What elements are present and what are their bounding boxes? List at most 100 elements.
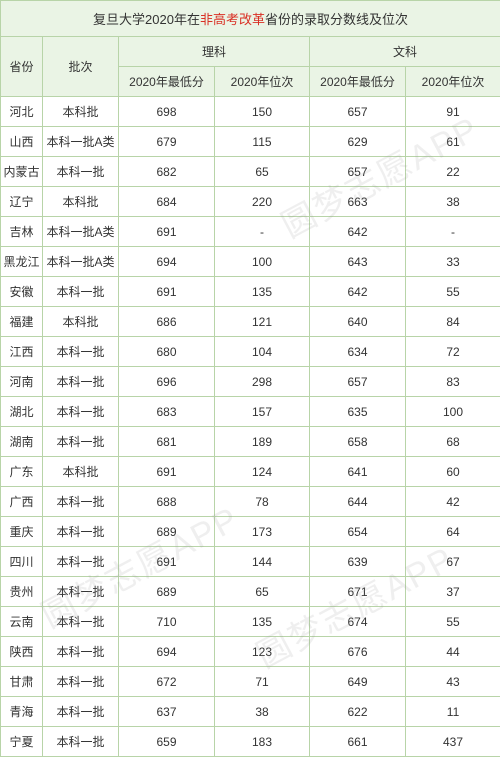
table-row: 黑龙江本科一批A类69410064333 <box>1 247 500 277</box>
cell-province: 湖南 <box>1 427 43 457</box>
cell-sci_rank: 157 <box>215 397 310 427</box>
cell-batch: 本科一批 <box>43 277 119 307</box>
header-art-rank: 2020年位次 <box>406 67 500 97</box>
cell-art_rank: 55 <box>406 607 500 637</box>
table-row: 吉林本科一批A类691-642- <box>1 217 500 247</box>
cell-art_score: 654 <box>310 517 406 547</box>
cell-batch: 本科一批 <box>43 427 119 457</box>
header-province: 省份 <box>1 37 43 97</box>
cell-art_rank: 44 <box>406 637 500 667</box>
cell-province: 山西 <box>1 127 43 157</box>
table-row: 甘肃本科一批6727164943 <box>1 667 500 697</box>
cell-batch: 本科批 <box>43 457 119 487</box>
table-row: 辽宁本科批68422066338 <box>1 187 500 217</box>
table-row: 河南本科一批69629865783 <box>1 367 500 397</box>
cell-sci_rank: 298 <box>215 367 310 397</box>
cell-art_score: 663 <box>310 187 406 217</box>
cell-art_rank: 22 <box>406 157 500 187</box>
table-row: 福建本科批68612164084 <box>1 307 500 337</box>
cell-sci_score: 659 <box>119 727 215 757</box>
cell-batch: 本科一批 <box>43 547 119 577</box>
cell-batch: 本科一批 <box>43 697 119 727</box>
cell-sci_rank: 189 <box>215 427 310 457</box>
cell-sci_score: 672 <box>119 667 215 697</box>
cell-art_score: 622 <box>310 697 406 727</box>
cell-sci_rank: 135 <box>215 277 310 307</box>
cell-sci_rank: 78 <box>215 487 310 517</box>
cell-art_score: 657 <box>310 157 406 187</box>
cell-sci_rank: 135 <box>215 607 310 637</box>
cell-sci_rank: 104 <box>215 337 310 367</box>
table-row: 宁夏本科一批659183661437 <box>1 727 500 757</box>
cell-sci_score: 683 <box>119 397 215 427</box>
cell-art_score: 657 <box>310 367 406 397</box>
cell-art_rank: 43 <box>406 667 500 697</box>
cell-batch: 本科批 <box>43 187 119 217</box>
cell-sci_score: 686 <box>119 307 215 337</box>
table-row: 陕西本科一批69412367644 <box>1 637 500 667</box>
header-arts: 文科 <box>310 37 500 67</box>
cell-sci_rank: 220 <box>215 187 310 217</box>
cell-province: 宁夏 <box>1 727 43 757</box>
table-row: 湖南本科一批68118965868 <box>1 427 500 457</box>
cell-art_score: 661 <box>310 727 406 757</box>
cell-batch: 本科一批 <box>43 727 119 757</box>
table-row: 湖北本科一批683157635100 <box>1 397 500 427</box>
cell-sci_score: 682 <box>119 157 215 187</box>
cell-province: 甘肃 <box>1 667 43 697</box>
cell-batch: 本科一批 <box>43 517 119 547</box>
cell-province: 贵州 <box>1 577 43 607</box>
cell-art_rank: 11 <box>406 697 500 727</box>
cell-art_score: 642 <box>310 277 406 307</box>
cell-art_rank: 91 <box>406 97 500 127</box>
cell-sci_rank: 150 <box>215 97 310 127</box>
cell-province: 吉林 <box>1 217 43 247</box>
cell-art_score: 658 <box>310 427 406 457</box>
cell-sci_score: 710 <box>119 607 215 637</box>
cell-batch: 本科批 <box>43 307 119 337</box>
table-row: 云南本科一批71013567455 <box>1 607 500 637</box>
cell-art_rank: 84 <box>406 307 500 337</box>
cell-sci_rank: 183 <box>215 727 310 757</box>
cell-art_rank: 83 <box>406 367 500 397</box>
cell-art_rank: - <box>406 217 500 247</box>
cell-batch: 本科一批A类 <box>43 217 119 247</box>
cell-sci_score: 698 <box>119 97 215 127</box>
cell-province: 福建 <box>1 307 43 337</box>
cell-sci_score: 696 <box>119 367 215 397</box>
cell-art_score: 639 <box>310 547 406 577</box>
table-row: 内蒙古本科一批6826565722 <box>1 157 500 187</box>
table-row: 安徽本科一批69113564255 <box>1 277 500 307</box>
header-row-1: 省份 批次 理科 文科 <box>1 37 500 67</box>
cell-art_rank: 100 <box>406 397 500 427</box>
cell-province: 黑龙江 <box>1 247 43 277</box>
cell-province: 四川 <box>1 547 43 577</box>
cell-art_rank: 60 <box>406 457 500 487</box>
cell-sci_score: 694 <box>119 637 215 667</box>
cell-sci_score: 684 <box>119 187 215 217</box>
cell-art_score: 635 <box>310 397 406 427</box>
cell-art_score: 641 <box>310 457 406 487</box>
table-title: 复旦大学2020年在非高考改革省份的录取分数线及位次 <box>1 1 500 37</box>
cell-sci_score: 691 <box>119 217 215 247</box>
cell-sci_rank: 115 <box>215 127 310 157</box>
cell-batch: 本科一批 <box>43 667 119 697</box>
cell-art_score: 629 <box>310 127 406 157</box>
cell-province: 河南 <box>1 367 43 397</box>
cell-batch: 本科批 <box>43 97 119 127</box>
cell-art_score: 640 <box>310 307 406 337</box>
cell-sci_rank: 173 <box>215 517 310 547</box>
cell-art_rank: 72 <box>406 337 500 367</box>
cell-sci_rank: 123 <box>215 637 310 667</box>
table-row: 山西本科一批A类67911562961 <box>1 127 500 157</box>
cell-province: 陕西 <box>1 637 43 667</box>
cell-sci_score: 680 <box>119 337 215 367</box>
cell-sci_score: 691 <box>119 547 215 577</box>
cell-sci_rank: - <box>215 217 310 247</box>
title-row: 复旦大学2020年在非高考改革省份的录取分数线及位次 <box>1 1 500 37</box>
cell-batch: 本科一批 <box>43 367 119 397</box>
cell-batch: 本科一批 <box>43 157 119 187</box>
cell-sci_rank: 121 <box>215 307 310 337</box>
cell-sci_rank: 71 <box>215 667 310 697</box>
cell-art_score: 634 <box>310 337 406 367</box>
